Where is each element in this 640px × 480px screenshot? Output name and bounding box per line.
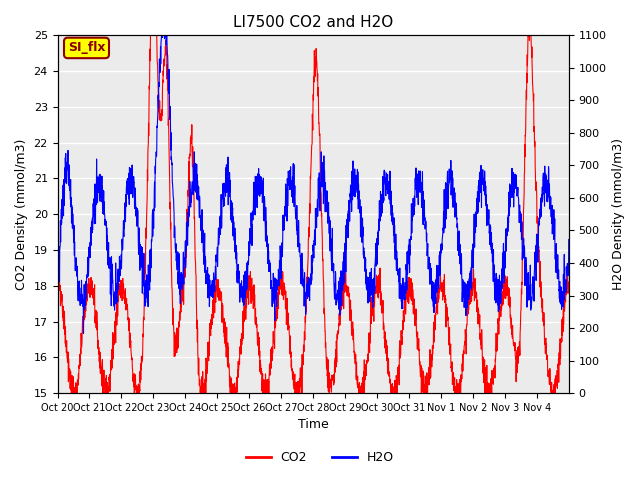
Text: SI_flx: SI_flx <box>68 41 105 54</box>
Title: LI7500 CO2 and H2O: LI7500 CO2 and H2O <box>233 15 393 30</box>
Legend: CO2, H2O: CO2, H2O <box>241 446 399 469</box>
Y-axis label: H2O Density (mmol/m3): H2O Density (mmol/m3) <box>612 138 625 290</box>
Y-axis label: CO2 Density (mmol/m3): CO2 Density (mmol/m3) <box>15 139 28 290</box>
X-axis label: Time: Time <box>298 419 328 432</box>
